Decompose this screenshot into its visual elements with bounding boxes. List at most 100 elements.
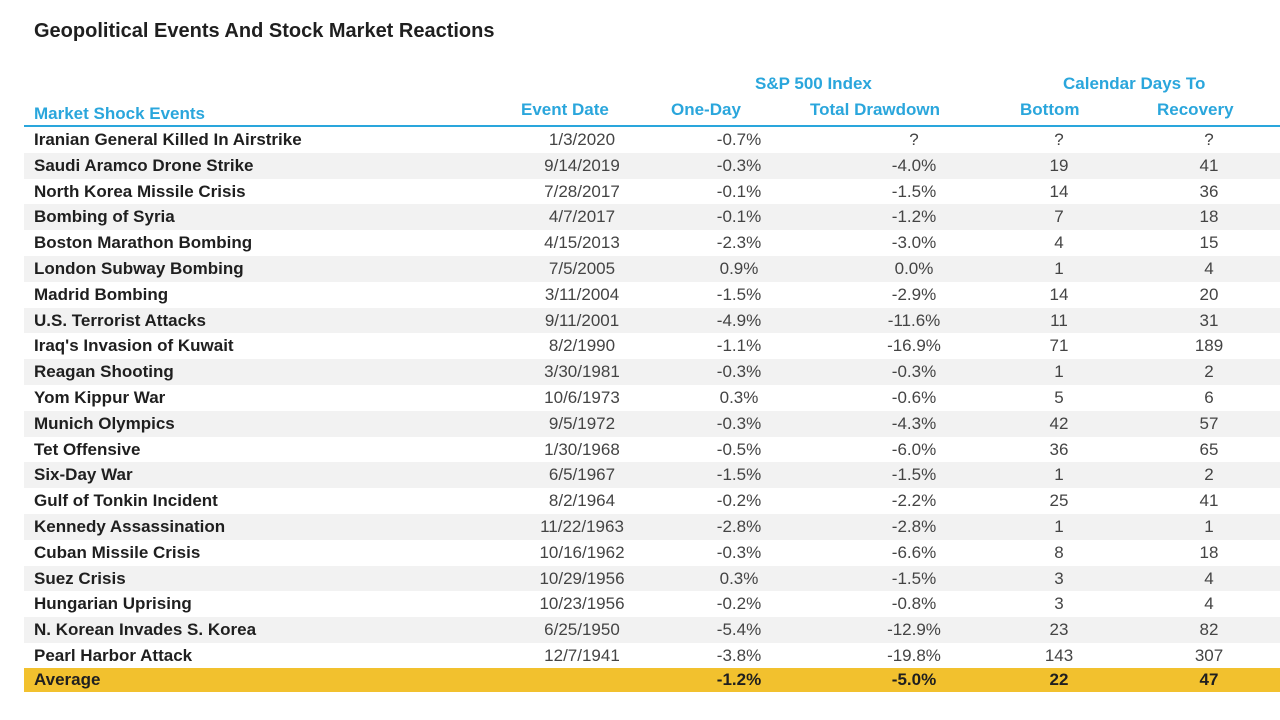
days-to-bottom: 5 xyxy=(1054,387,1064,407)
event-name: Hungarian Uprising xyxy=(34,594,192,614)
table-row: U.S. Terrorist Attacks 9/11/2001 -4.9% -11.… xyxy=(24,307,1280,334)
days-to-bottom: 4 xyxy=(1054,233,1064,253)
days-to-bottom: 71 xyxy=(1049,336,1069,356)
page-title: Geopolitical Events And Stock Market Rea… xyxy=(34,20,495,42)
days-to-bottom: 11 xyxy=(1050,310,1068,330)
one-day-change: 0.3% xyxy=(719,568,759,588)
total-drawdown: -1.5% xyxy=(891,465,937,485)
total-drawdown: -3.0% xyxy=(891,233,937,253)
days-to-bottom: 36 xyxy=(1049,439,1069,459)
total-drawdown: -2.2% xyxy=(891,491,937,511)
average-one-day: -1.2% xyxy=(716,670,762,689)
one-day-change: -0.7% xyxy=(716,130,762,149)
calendar-days-group-header: Calendar Days To xyxy=(1063,74,1206,93)
event-name: Tet Offensive xyxy=(34,439,141,459)
total-drawdown: -1.5% xyxy=(891,181,937,201)
event-name: Boston Marathon Bombing xyxy=(34,233,253,253)
one-day-change: -0.1% xyxy=(716,181,762,201)
one-day-change: -0.1% xyxy=(716,207,762,227)
days-to-recovery: 189 xyxy=(1194,336,1224,356)
event-date: 10/16/1962 xyxy=(539,542,625,562)
header-divider xyxy=(24,125,1280,127)
event-date: 1/30/1968 xyxy=(544,439,620,459)
event-date: 8/2/1990 xyxy=(548,336,616,356)
event-date: 9/5/1972 xyxy=(548,413,616,433)
total-drawdown: -19.8% xyxy=(887,645,941,665)
total-drawdown: -0.3% xyxy=(891,362,937,382)
days-to-recovery: 57 xyxy=(1199,413,1219,433)
table-row: Pearl Harbor Attack 12/7/1941 -3.8% -19.8% 1… xyxy=(24,643,1280,669)
days-to-bottom: 3 xyxy=(1054,594,1064,614)
header-recovery: Recovery xyxy=(1157,100,1234,119)
total-drawdown: -1.2% xyxy=(891,207,937,227)
table-row: Six-Day War 6/5/1967 -1.5% -1.5% 1 2 xyxy=(24,462,1280,489)
header-event: Market Shock Events xyxy=(34,104,206,123)
days-to-bottom: 1 xyxy=(1054,362,1064,382)
days-to-bottom: 8 xyxy=(1054,542,1064,562)
days-to-recovery: 4 xyxy=(1204,594,1214,614)
days-to-bottom: 143 xyxy=(1044,645,1074,665)
days-to-bottom: 42 xyxy=(1049,413,1069,433)
one-day-change: -2.8% xyxy=(716,516,762,536)
days-to-bottom: 25 xyxy=(1049,491,1069,511)
table-row: Iraq's Invasion of Kuwait 8/2/1990 -1.1% -1… xyxy=(24,333,1280,359)
days-to-bottom: 1 xyxy=(1054,258,1064,278)
event-date: 3/11/2004 xyxy=(544,284,620,304)
table-row: Boston Marathon Bombing 4/15/2013 -2.3% -3.… xyxy=(24,230,1280,256)
event-name: Reagan Shooting xyxy=(34,362,174,382)
average-row: Average -1.2% -5.0% 22 47 xyxy=(24,668,1280,692)
one-day-change: -3.8% xyxy=(716,645,762,665)
event-name: N. Korean Invades S. Korea xyxy=(34,620,257,640)
event-name: Iranian General Killed In Airstrike xyxy=(34,130,302,149)
days-to-recovery: 82 xyxy=(1199,620,1219,640)
total-drawdown: -16.9% xyxy=(887,336,941,356)
one-day-change: -0.5% xyxy=(716,439,762,459)
total-drawdown: -6.0% xyxy=(891,439,937,459)
event-date: 12/7/1941 xyxy=(544,645,620,665)
days-to-bottom: 7 xyxy=(1054,207,1064,227)
table-row: Cuban Missile Crisis 10/16/1962 -0.3% -6.6%… xyxy=(24,540,1280,566)
event-name: U.S. Terrorist Attacks xyxy=(34,310,206,330)
table-row: Hungarian Uprising 10/23/1956 -0.2% -0.8% 3 4 xyxy=(24,591,1280,617)
event-name: Pearl Harbor Attack xyxy=(34,645,193,665)
one-day-change: -0.3% xyxy=(716,413,762,433)
days-to-bottom: 14 xyxy=(1049,284,1069,304)
days-to-recovery: ? xyxy=(1204,130,1214,149)
days-to-bottom: 14 xyxy=(1049,181,1069,201)
event-date: 4/7/2017 xyxy=(548,207,616,227)
table-row: Gulf of Tonkin Incident 8/2/1964 -0.2% -2.2… xyxy=(24,488,1280,514)
event-name: Kennedy Assassination xyxy=(34,516,226,536)
table-row: North Korea Missile Crisis 7/28/2017 -0.1%… xyxy=(24,179,1280,205)
one-day-change: 0.9% xyxy=(719,258,759,278)
table-row: N. Korean Invades S. Korea 6/25/1950 -5.4%… xyxy=(24,617,1280,643)
table-row: Yom Kippur War 10/6/1973 0.3% -0.6% 5 6 xyxy=(24,385,1280,411)
total-drawdown: 0.0% xyxy=(894,258,934,278)
total-drawdown: -0.8% xyxy=(891,594,937,614)
days-to-bottom: 3 xyxy=(1054,568,1064,588)
event-date: 10/23/1956 xyxy=(539,594,625,614)
average-bottom: 22 xyxy=(1049,670,1069,689)
days-to-recovery: 2 xyxy=(1204,465,1214,485)
event-name: Bombing of Syria xyxy=(34,207,175,227)
one-day-change: -4.9% xyxy=(716,310,762,330)
event-name: London Subway Bombing xyxy=(34,258,244,278)
total-drawdown: ? xyxy=(909,130,919,149)
event-name: Cuban Missile Crisis xyxy=(34,542,201,562)
one-day-change: -2.3% xyxy=(716,233,762,253)
total-drawdown: -6.6% xyxy=(891,542,937,562)
event-date: 4/15/2013 xyxy=(544,233,620,253)
events-table: Iranian General Killed In Airstrike 1/3/2… xyxy=(24,127,1280,669)
days-to-bottom: 23 xyxy=(1049,620,1069,640)
total-drawdown: -1.5% xyxy=(891,568,937,588)
event-name: Gulf of Tonkin Incident xyxy=(34,491,218,511)
event-date: 7/5/2005 xyxy=(548,258,616,278)
average-recovery: 47 xyxy=(1199,670,1219,689)
one-day-change: -1.5% xyxy=(716,284,762,304)
header-total-drawdown: Total Drawdown xyxy=(810,100,941,119)
sp500-group-header: S&P 500 Index xyxy=(755,74,872,93)
event-name: Six-Day War xyxy=(34,465,133,485)
days-to-recovery: 36 xyxy=(1199,181,1219,201)
days-to-recovery: 307 xyxy=(1194,645,1224,665)
average-drawdown: -5.0% xyxy=(891,670,937,689)
total-drawdown: -0.6% xyxy=(891,387,937,407)
